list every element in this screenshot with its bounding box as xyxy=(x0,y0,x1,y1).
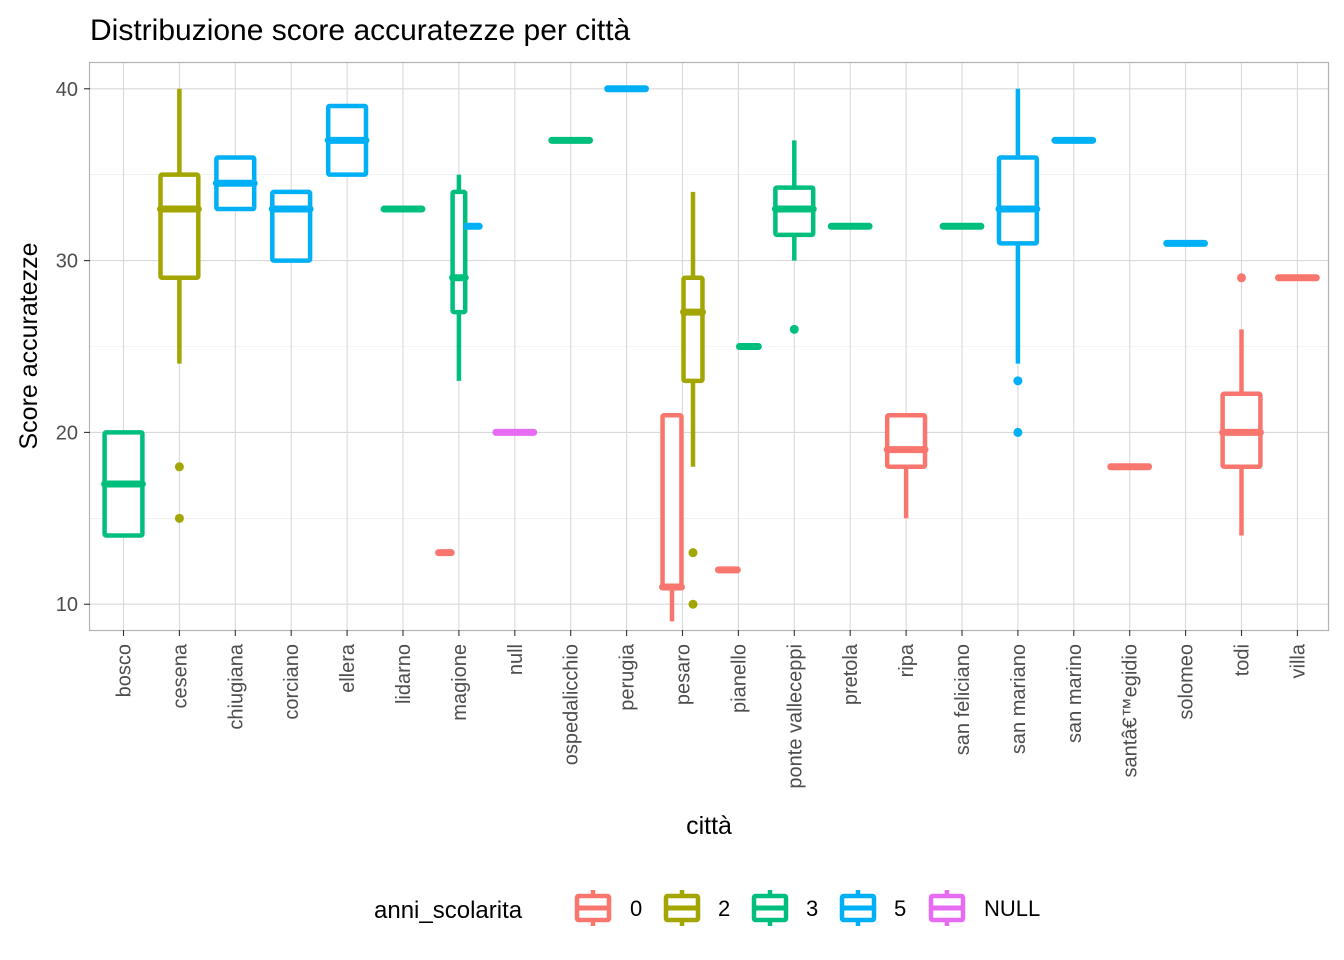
box-cesena-group-2 xyxy=(157,88,202,523)
x-tick-label: chiugiana xyxy=(225,643,247,730)
legend-item-null: NULL xyxy=(928,890,1040,926)
outlier-point xyxy=(789,324,799,334)
box-series xyxy=(101,85,1320,622)
x-axis-title: città xyxy=(686,812,732,840)
outlier-point xyxy=(174,513,184,523)
outlier-point xyxy=(688,548,698,558)
box-san-mariano-group-5 xyxy=(995,88,1041,437)
outlier-point xyxy=(1013,376,1023,386)
x-tick-label: magione xyxy=(449,644,471,721)
x-tick-label: bosco xyxy=(114,644,136,697)
x-tick-label: ospedalicchio xyxy=(561,644,583,765)
x-tick-label: pretola xyxy=(840,643,862,705)
x-tick-label: ponte valleceppi xyxy=(784,644,806,789)
x-tick-label: pesaro xyxy=(673,644,695,705)
plot-panel xyxy=(88,61,1330,632)
legend: anni_scolarita 0 2 3 5 NULL xyxy=(374,890,1040,926)
x-tick-label: lidarno xyxy=(393,644,415,704)
x-tick-label: pianello xyxy=(728,644,750,713)
legend-label: 2 xyxy=(718,896,730,921)
x-tick-label: null xyxy=(505,644,527,675)
y-axis: 10 20 30 40 xyxy=(56,79,90,616)
legend-items: 0 2 3 5 NULL xyxy=(574,890,1040,926)
x-tick-label: santâ€™egidio xyxy=(1120,644,1142,777)
x-tick-label: ellera xyxy=(337,643,359,693)
x-tick-label: perugia xyxy=(617,643,639,711)
x-tick-label: ripa xyxy=(896,643,918,677)
legend-title: anni_scolarita xyxy=(374,897,523,924)
x-tick-label: corciano xyxy=(281,644,303,720)
outlier-point xyxy=(1013,427,1023,437)
x-tick-label: san mariano xyxy=(1008,644,1030,754)
x-tick-label: solomeo xyxy=(1176,644,1198,720)
x-tick-label: villa xyxy=(1287,643,1309,678)
legend-label: NULL xyxy=(984,896,1040,921)
box-iqr xyxy=(270,189,313,263)
box-iqr xyxy=(158,172,201,281)
box-corciano-group-5 xyxy=(268,189,314,263)
box-iqr xyxy=(884,412,928,470)
outlier-point xyxy=(1237,273,1246,283)
x-tick-label: todi xyxy=(1232,644,1254,676)
panel-border xyxy=(88,61,1330,632)
box-iqr xyxy=(450,189,468,315)
x-tick-label: cesena xyxy=(169,643,191,708)
box-magione-group-3 xyxy=(449,174,469,381)
box-pesaro-group-2 xyxy=(680,191,706,609)
legend-label: 3 xyxy=(806,896,818,921)
y-tick-label: 30 xyxy=(56,251,78,273)
box-ellera-group-5 xyxy=(324,103,370,177)
box-iqr xyxy=(996,155,1040,246)
legend-item-2: 2 xyxy=(663,890,730,926)
y-axis-title: Score accuratezze xyxy=(15,242,43,449)
legend-item-3: 3 xyxy=(751,890,818,926)
legend-label: 0 xyxy=(630,896,642,921)
box-iqr xyxy=(660,412,684,590)
box-ripa-group-0 xyxy=(883,412,929,519)
x-tick-label: san feliciano xyxy=(952,644,974,755)
legend-label: 5 xyxy=(894,896,906,921)
legend-item-5: 5 xyxy=(839,890,906,926)
outlier-point xyxy=(174,462,184,472)
x-axis: bosco cesena chiugiana corciano ellera lidarn… xyxy=(114,630,1309,789)
box-chiugiana-group-5 xyxy=(212,155,258,212)
y-tick-label: 40 xyxy=(56,79,78,101)
box-todi-group-0 xyxy=(1219,273,1264,536)
outlier-point xyxy=(688,599,698,609)
box-iqr xyxy=(681,275,705,384)
x-tick-label: san marino xyxy=(1064,644,1086,743)
box-pesaro-group-0 xyxy=(659,412,685,622)
y-tick-label: 20 xyxy=(56,422,78,444)
box-ponte-valleceppi-group-3 xyxy=(771,140,817,334)
chart-title: Distribuzione score accuratezze per citt… xyxy=(90,14,631,47)
box-bosco-group-3 xyxy=(101,430,146,538)
grid-lines xyxy=(90,63,1328,630)
legend-item-0: 0 xyxy=(574,890,642,926)
y-tick-label: 10 xyxy=(56,594,78,616)
